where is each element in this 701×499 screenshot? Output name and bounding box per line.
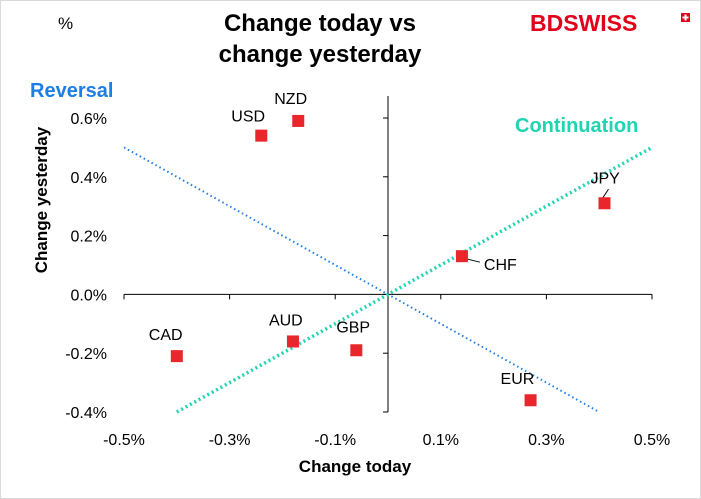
data-point (455, 250, 468, 263)
chart-title-line-2: change yesterday (218, 41, 422, 68)
data-point (170, 350, 183, 363)
data-point (255, 129, 268, 142)
point-label: EUR (501, 371, 535, 388)
point-label: USD (231, 109, 265, 126)
data-point (598, 197, 611, 210)
data-point (524, 394, 537, 407)
x-tick-label: 0.5% (634, 432, 670, 449)
reversal-line (123, 146, 600, 413)
continuation-label: Continuation (515, 115, 639, 137)
y-tick-label: -0.2% (65, 346, 107, 363)
y-tick-label: 0.0% (71, 287, 107, 304)
x-tick-label: -0.5% (103, 432, 145, 449)
logo-wordmark: BDSWISS (530, 9, 637, 37)
reversal-label: Reversal (30, 80, 114, 102)
point-label: CAD (149, 327, 183, 344)
logo-swiss-text: SWISS (563, 10, 638, 36)
point-label: GBP (336, 319, 370, 336)
data-point (286, 335, 299, 348)
point-label: AUD (269, 312, 303, 329)
continuation-line (175, 145, 653, 414)
x-tick-label: 0.1% (423, 432, 459, 449)
y-tick-label: 0.4% (71, 170, 107, 187)
x-axis-title: Change today (298, 457, 412, 476)
chart-title-line-1: Change today vs (223, 10, 417, 37)
x-tick-label: -0.1% (314, 432, 356, 449)
data-point (350, 344, 363, 357)
point-label: JPY (590, 170, 620, 187)
x-tick-label: 0.3% (528, 432, 564, 449)
y-tick-label: 0.6% (71, 111, 107, 128)
x-tick-label: -0.3% (209, 432, 251, 449)
unit-label: % (58, 14, 74, 33)
y-tick-label: 0.2% (71, 229, 107, 246)
data-point (292, 114, 305, 127)
leader-line (602, 188, 609, 199)
point-label: CHF (484, 257, 517, 274)
y-tick-label: -0.4% (65, 405, 107, 422)
bdswiss-logo: BDSWISS (530, 9, 690, 39)
chart-title: Change today vs change yesterday (160, 8, 480, 70)
swiss-cross-icon (681, 13, 690, 22)
point-label: NZD (274, 91, 307, 108)
logo-bd-text: BD (530, 10, 564, 36)
